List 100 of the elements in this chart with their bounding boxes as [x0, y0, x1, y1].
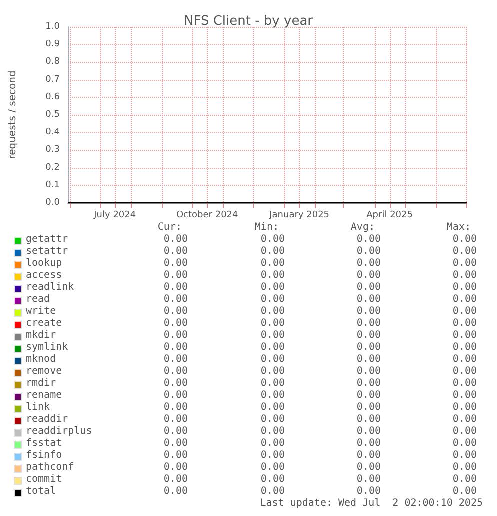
legend-label: setattr: [26, 246, 68, 258]
text: 0.00: [260, 426, 285, 438]
text: 0.00: [162, 294, 188, 306]
text: 0.00: [452, 270, 477, 282]
text: 0.00: [356, 366, 381, 378]
text: 0.00: [162, 246, 188, 258]
text: Last update: Wed Jul 2 02:00:10 2025: [259, 498, 483, 510]
legend-label: readdir: [26, 414, 68, 426]
text: 0.00: [260, 474, 285, 486]
y-tick-label: 0.5: [46, 110, 60, 120]
text: 0.00: [452, 342, 477, 354]
legend-label: commit: [26, 474, 62, 486]
text: 0.00: [260, 438, 285, 450]
text: 0.00: [356, 414, 381, 426]
text: 0.00: [260, 402, 285, 414]
text: 0.00: [356, 438, 381, 450]
legend-label: readlink: [26, 282, 74, 294]
text: 0.00: [260, 378, 285, 390]
text: 0.00: [356, 342, 381, 354]
x-tick-label: July 2024: [93, 210, 136, 220]
text: 0.00: [356, 330, 381, 342]
text: 0.00: [452, 246, 477, 258]
y-tick-label: 0.6: [46, 92, 60, 102]
legend-label: pathconf: [26, 462, 74, 474]
legend-label: create: [26, 318, 62, 330]
legend-label: getattr: [26, 234, 68, 246]
text: 0.00: [162, 366, 188, 378]
text: 0.00: [260, 462, 285, 474]
text: 0.00: [162, 318, 188, 330]
y-axis-title: requests / second: [8, 70, 18, 160]
text: 0.00: [452, 366, 477, 378]
text: 0.00: [452, 390, 477, 402]
text: 0.00: [452, 282, 477, 294]
text: 0.00: [452, 486, 477, 498]
text: 0.00: [260, 318, 285, 330]
text: 0.00: [452, 450, 477, 462]
text: 0.00: [260, 246, 285, 258]
text: 0.00: [162, 270, 188, 282]
chart-title: NFS Client - by year: [184, 14, 314, 29]
text: 0.00: [356, 462, 381, 474]
text: 0.00: [452, 258, 477, 270]
text: 0.00: [260, 366, 285, 378]
text: Avg:: [350, 222, 375, 233]
text: 0.00: [356, 294, 381, 306]
text: 0.00: [260, 450, 285, 462]
text: 0.00: [452, 354, 477, 366]
x-tick-label: January 2025: [268, 210, 330, 220]
text: 0.00: [162, 378, 188, 390]
text: 0.00: [260, 234, 285, 246]
text: 0.00: [356, 318, 381, 330]
text: 0.00: [162, 234, 188, 246]
legend-label: access: [26, 270, 62, 282]
legend-label: symlink: [26, 342, 68, 354]
text: 0.00: [162, 450, 188, 462]
text: Cur:: [156, 222, 182, 234]
text: 0.00: [356, 378, 381, 390]
text: 0.00: [260, 306, 285, 318]
text: 0.00: [162, 438, 188, 450]
text: Max:: [446, 222, 471, 233]
text: 0.00: [356, 390, 381, 402]
legend-label: fsinfo: [26, 450, 62, 462]
text: 0.00: [356, 474, 381, 486]
text: 0.00: [162, 282, 188, 294]
legend-label: remove: [26, 366, 62, 378]
text: 0.00: [452, 378, 477, 390]
text: 0.00: [356, 270, 381, 282]
y-tick-label: 0.0: [46, 198, 60, 208]
text: 0.00: [162, 486, 188, 498]
legend-label: total: [26, 486, 56, 498]
legend-label: lookup: [26, 258, 62, 270]
text: 0.00: [356, 450, 381, 462]
y-tick-label: 0.4: [46, 128, 60, 138]
text: 0.00: [162, 342, 188, 354]
text: 0.00: [452, 426, 477, 438]
text: 0.00: [162, 414, 188, 426]
legend-label: write: [26, 306, 56, 318]
text: 0.00: [452, 402, 477, 414]
text: 0.00: [260, 282, 285, 294]
text: 0.00: [260, 270, 285, 282]
text: 0.00: [162, 426, 188, 438]
text: 0.00: [260, 354, 285, 366]
text: 0.00: [260, 414, 285, 426]
text: 0.00: [162, 258, 188, 270]
text: 0.00: [260, 258, 285, 270]
y-tick-label: 1.0: [46, 22, 60, 32]
legend-label: rename: [26, 390, 62, 402]
legend-label: rmdir: [26, 378, 56, 390]
text: 0.00: [162, 474, 188, 486]
text: 0.00: [162, 462, 188, 474]
text: 0.00: [452, 330, 477, 342]
legend-label: read: [26, 294, 50, 306]
text: 0.00: [452, 462, 477, 474]
legend-label: mkdir: [26, 330, 56, 342]
y-tick-label: 0.9: [46, 40, 60, 50]
y-tick-label: 0.1: [46, 180, 60, 190]
text: 0.00: [260, 486, 285, 498]
text: 0.00: [162, 390, 188, 402]
text: 0.00: [356, 306, 381, 318]
y-tick-label: 0.8: [46, 57, 60, 68]
text: 0.00: [452, 306, 477, 318]
